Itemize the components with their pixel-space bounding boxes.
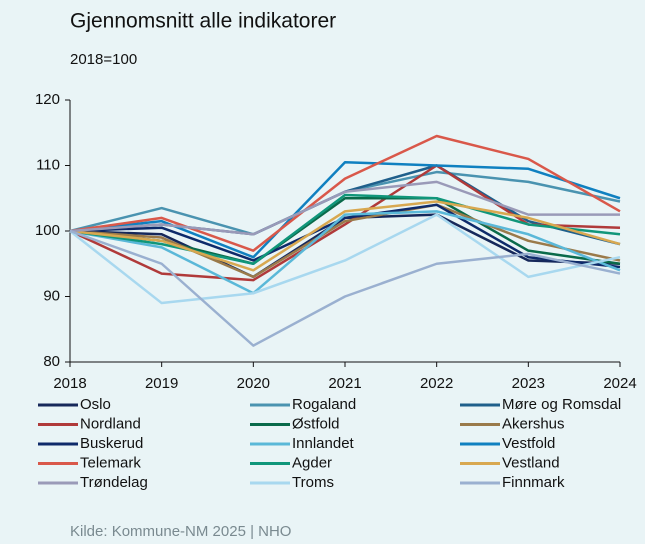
y-tick-label: 80 bbox=[43, 353, 60, 370]
source: Kilde: Kommune-NM 2025 | NHO bbox=[70, 523, 291, 540]
legend-label: Akershus bbox=[502, 415, 565, 432]
chart-subtitle: 2018=100 bbox=[70, 51, 137, 68]
y-tick-label: 90 bbox=[43, 287, 60, 304]
line-series bbox=[69, 134, 621, 252]
legend-label: Innlandet bbox=[292, 435, 355, 452]
line-series bbox=[69, 200, 621, 272]
x-tick-label: 2022 bbox=[420, 375, 453, 392]
legend-label: Østfold bbox=[292, 415, 340, 432]
y-tick-label: 110 bbox=[36, 156, 60, 173]
legend-label: Oslo bbox=[80, 396, 111, 413]
legend-label: Nordland bbox=[80, 415, 141, 432]
line-series bbox=[69, 193, 621, 265]
x-tick-label: 2020 bbox=[237, 375, 270, 392]
legend-label: Vestland bbox=[502, 454, 560, 471]
x-tick-label: 2024 bbox=[603, 375, 636, 392]
legend-label: Troms bbox=[292, 474, 334, 491]
y-tick-label: 120 bbox=[35, 91, 60, 108]
x-tick-label: 2018 bbox=[53, 375, 86, 392]
legend-label: Trøndelag bbox=[80, 474, 148, 491]
x-tick-label: 2019 bbox=[145, 375, 178, 392]
line-series bbox=[69, 229, 621, 347]
chart-title: Gjennomsnitt alle indikatorer bbox=[70, 10, 336, 33]
line-series bbox=[69, 180, 620, 236]
line-series bbox=[69, 203, 621, 279]
x-tick-label: 2023 bbox=[512, 375, 545, 392]
legend-label: Rogaland bbox=[292, 396, 356, 413]
y-tick-label: 100 bbox=[35, 222, 60, 239]
line-series bbox=[69, 213, 621, 305]
legend-label: Telemark bbox=[80, 454, 141, 471]
legend-label: Vestfold bbox=[502, 435, 555, 452]
line-series bbox=[69, 160, 621, 259]
legend-label: Agder bbox=[292, 454, 332, 471]
line-series bbox=[69, 197, 621, 265]
legend-label: Buskerud bbox=[80, 435, 143, 452]
line-series bbox=[69, 203, 621, 269]
legend-label: Finnmark bbox=[502, 474, 565, 491]
line-series bbox=[69, 210, 621, 295]
legend-label: Møre og Romsdal bbox=[502, 396, 621, 413]
x-tick-label: 2021 bbox=[328, 375, 361, 392]
